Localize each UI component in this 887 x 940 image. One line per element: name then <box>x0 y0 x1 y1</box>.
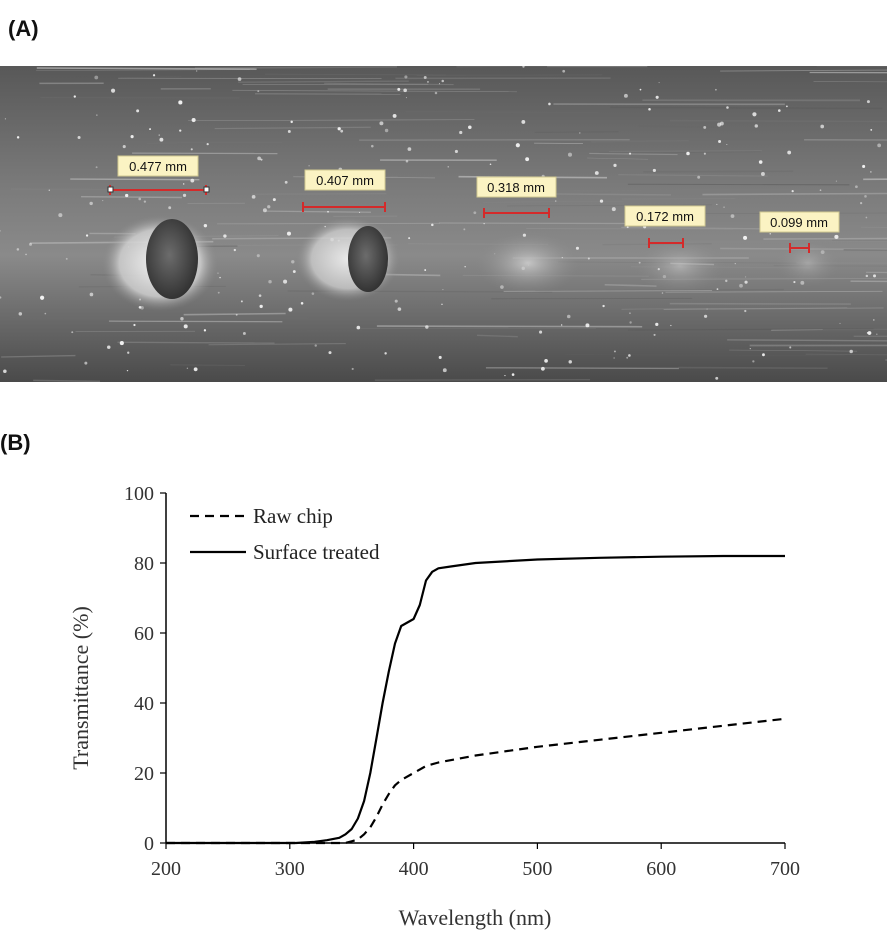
series-line-2 <box>166 556 785 843</box>
microscope-photo: 0.477 mm 0.407 mm 0.318 mm 0.172 mm <box>0 66 887 382</box>
x-tick-labels: 200 300 400 500 600 700 <box>151 843 800 880</box>
x-tick-label: 300 <box>275 858 305 880</box>
y-tick-labels: 0 20 40 60 80 100 <box>124 483 166 855</box>
panel-b-label: (B) <box>0 430 31 456</box>
legend-label-2: Surface treated <box>253 540 380 564</box>
panel-a-label: (A) <box>8 16 39 42</box>
hole-3-glow <box>476 231 580 295</box>
measurement-label-5: 0.099 mm <box>770 215 828 230</box>
measurement-label-2: 0.407 mm <box>316 173 374 188</box>
measurement-label-4: 0.172 mm <box>636 209 694 224</box>
y-tick-label: 0 <box>144 833 154 855</box>
hole-2 <box>348 226 388 292</box>
scale-bar-1: 0.477 mm <box>108 156 209 195</box>
measurement-label-1: 0.477 mm <box>129 159 187 174</box>
y-tick-label: 40 <box>134 693 154 715</box>
x-tick-label: 200 <box>151 858 181 880</box>
chart-series <box>166 556 785 843</box>
x-tick-label: 600 <box>646 858 676 880</box>
series-line-1 <box>166 719 785 843</box>
y-tick-label: 60 <box>134 623 154 645</box>
hole-1 <box>146 219 198 299</box>
chart-legend: Raw chip Surface treated <box>190 504 380 564</box>
y-axis-title: Transmittance (%) <box>68 606 93 770</box>
x-axis-title: Wavelength (nm) <box>399 905 552 930</box>
x-tick-label: 400 <box>399 858 429 880</box>
y-tick-label: 20 <box>134 763 154 785</box>
legend-label-1: Raw chip <box>253 504 333 528</box>
y-tick-label: 80 <box>134 553 154 575</box>
transmittance-chart: 0 20 40 60 80 100 200 300 400 500 600 700 Raw chip… <box>0 470 887 935</box>
y-tick-label: 100 <box>124 483 154 505</box>
measurement-label-3: 0.318 mm <box>487 180 545 195</box>
x-tick-label: 500 <box>522 858 552 880</box>
x-tick-label: 700 <box>770 858 800 880</box>
